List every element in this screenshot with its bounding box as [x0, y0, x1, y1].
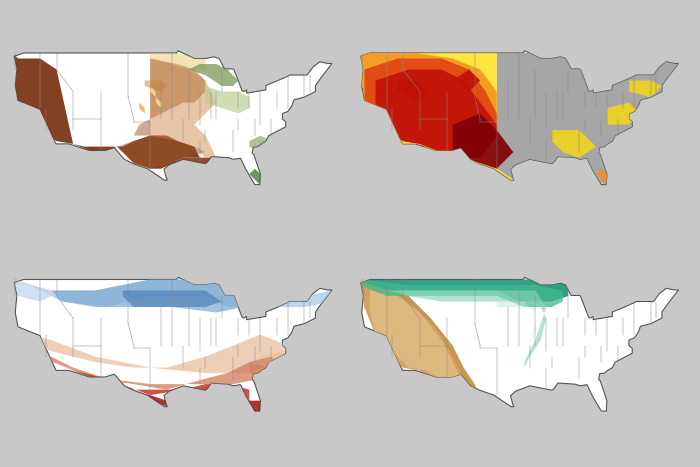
Polygon shape: [84, 384, 260, 412]
Polygon shape: [13, 279, 51, 302]
Polygon shape: [51, 279, 244, 312]
Polygon shape: [359, 53, 497, 158]
Polygon shape: [40, 362, 249, 406]
Polygon shape: [359, 279, 568, 302]
Polygon shape: [398, 80, 430, 103]
Polygon shape: [497, 302, 536, 351]
Polygon shape: [249, 169, 260, 185]
Polygon shape: [122, 290, 222, 307]
Polygon shape: [629, 80, 662, 97]
Polygon shape: [150, 53, 205, 70]
Polygon shape: [453, 113, 513, 169]
Polygon shape: [596, 169, 607, 185]
Polygon shape: [360, 51, 678, 184]
Polygon shape: [189, 64, 238, 86]
Polygon shape: [14, 277, 332, 411]
Polygon shape: [13, 53, 199, 169]
Polygon shape: [167, 158, 216, 174]
Polygon shape: [386, 290, 546, 368]
Polygon shape: [155, 97, 161, 108]
Polygon shape: [497, 53, 678, 185]
Polygon shape: [360, 277, 678, 411]
Polygon shape: [359, 53, 552, 185]
Polygon shape: [607, 103, 640, 125]
Polygon shape: [205, 86, 249, 113]
Polygon shape: [375, 70, 497, 158]
Polygon shape: [365, 285, 475, 401]
Polygon shape: [453, 70, 480, 92]
Polygon shape: [14, 51, 332, 184]
Polygon shape: [249, 357, 282, 379]
Polygon shape: [365, 58, 497, 158]
Polygon shape: [249, 135, 272, 152]
Polygon shape: [150, 86, 155, 97]
Polygon shape: [370, 290, 463, 395]
Polygon shape: [359, 279, 563, 307]
Polygon shape: [29, 346, 272, 389]
Polygon shape: [139, 103, 145, 113]
Polygon shape: [145, 80, 167, 92]
Polygon shape: [249, 351, 288, 368]
Polygon shape: [552, 130, 596, 158]
Polygon shape: [359, 279, 480, 406]
Polygon shape: [13, 279, 332, 307]
Polygon shape: [117, 58, 205, 169]
Polygon shape: [150, 58, 216, 158]
Polygon shape: [13, 329, 288, 373]
